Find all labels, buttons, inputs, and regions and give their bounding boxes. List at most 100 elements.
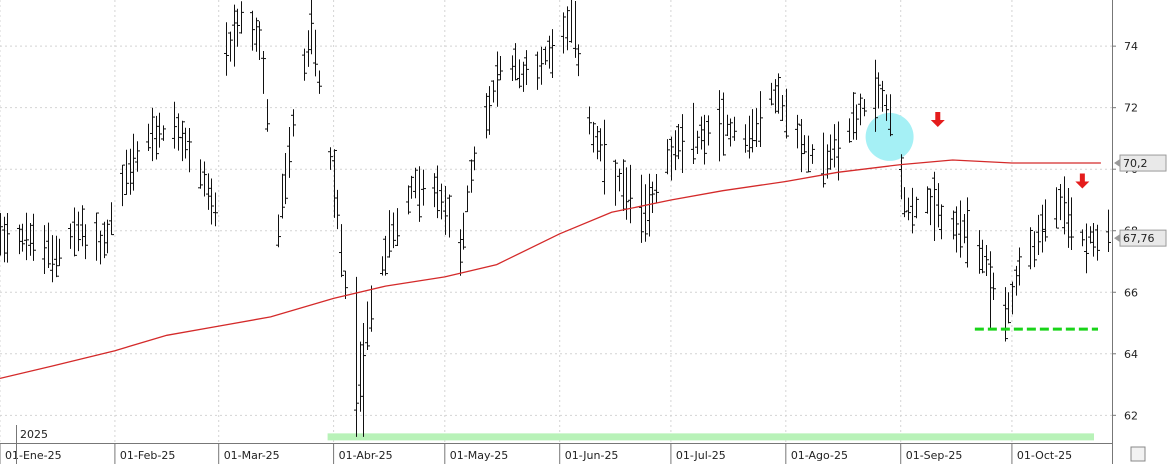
price-bar bbox=[965, 197, 970, 268]
price-bar bbox=[421, 169, 426, 206]
corner-icon bbox=[1130, 446, 1146, 462]
price-bar bbox=[409, 175, 414, 199]
price-bar bbox=[50, 235, 55, 283]
x-tick-label: 01-Jul-25 bbox=[676, 449, 726, 462]
price-bar bbox=[213, 192, 218, 227]
price-bar bbox=[332, 149, 337, 218]
price-bar bbox=[17, 224, 22, 255]
price-bar bbox=[639, 174, 644, 243]
price-bar bbox=[680, 114, 685, 174]
price-bar bbox=[498, 56, 503, 81]
price-bar bbox=[146, 123, 151, 151]
price-bar bbox=[1003, 287, 1008, 342]
price-bar bbox=[521, 61, 526, 92]
price-bar bbox=[828, 134, 833, 170]
price-bar bbox=[754, 108, 759, 148]
price-bar bbox=[80, 205, 85, 247]
price-bar bbox=[239, 1, 244, 34]
price-bar bbox=[524, 50, 529, 85]
price-bar bbox=[728, 118, 733, 147]
price-bar bbox=[806, 135, 811, 173]
price-bar bbox=[988, 251, 993, 298]
price-bar bbox=[487, 86, 492, 135]
price-bar bbox=[265, 99, 270, 132]
price-bar bbox=[120, 164, 125, 207]
price-bar bbox=[313, 29, 318, 77]
price-bar bbox=[725, 114, 730, 136]
price-bar bbox=[254, 17, 259, 52]
price-bar bbox=[773, 79, 778, 114]
price-bar bbox=[617, 168, 622, 192]
last-price-label: 67,76 bbox=[1123, 232, 1155, 245]
price-bar bbox=[858, 93, 863, 126]
price-bar bbox=[435, 165, 440, 219]
price-bar bbox=[261, 50, 266, 94]
price-bar bbox=[932, 171, 937, 242]
price-bar bbox=[621, 159, 626, 211]
down-arrow-icon bbox=[930, 111, 945, 127]
price-bar bbox=[569, 0, 572, 43]
price-bar bbox=[46, 222, 51, 269]
price-bar bbox=[2, 216, 7, 263]
price-bar bbox=[1088, 226, 1093, 244]
price-bar bbox=[706, 115, 711, 146]
price-bar bbox=[802, 135, 807, 155]
price-bar bbox=[884, 94, 889, 121]
price-bar bbox=[962, 213, 967, 244]
x-tick-label: 01-May-25 bbox=[450, 449, 508, 462]
price-bar bbox=[573, 0, 578, 58]
price-bar bbox=[68, 223, 73, 249]
last-price-label-pointer bbox=[1114, 234, 1120, 243]
price-bar bbox=[810, 144, 815, 164]
price-bar bbox=[383, 235, 388, 276]
y-tick-label: 72 bbox=[1124, 102, 1138, 115]
price-bar bbox=[302, 48, 307, 81]
x-tick-label: 01-Mar-25 bbox=[224, 449, 280, 462]
price-bar bbox=[780, 95, 785, 122]
price-bar bbox=[291, 109, 296, 137]
price-bar bbox=[358, 341, 363, 412]
down-arrow-icon bbox=[1075, 173, 1090, 189]
price-bar bbox=[128, 148, 133, 195]
price-bar bbox=[747, 115, 752, 159]
y-tick-label: 62 bbox=[1124, 409, 1138, 422]
price-bar bbox=[387, 210, 392, 258]
price-bar bbox=[576, 44, 581, 77]
price-bar bbox=[109, 202, 114, 236]
price-bar bbox=[624, 167, 629, 220]
price-bar bbox=[991, 272, 996, 300]
price-bar bbox=[461, 212, 466, 250]
price-bar bbox=[228, 31, 233, 62]
price-bar bbox=[676, 124, 681, 160]
price-bar bbox=[665, 139, 670, 175]
price-bar bbox=[510, 55, 515, 81]
price-bar bbox=[1028, 227, 1033, 270]
price-bar bbox=[936, 183, 941, 228]
price-bar bbox=[443, 185, 448, 235]
price-bar bbox=[977, 230, 982, 274]
price-bar bbox=[1084, 223, 1089, 274]
price-bar bbox=[795, 114, 800, 149]
moving-average-line bbox=[0, 159, 1101, 380]
y-tick-label: 64 bbox=[1124, 348, 1138, 361]
price-bar bbox=[5, 212, 10, 263]
price-bar bbox=[1006, 292, 1011, 324]
price-bar bbox=[98, 230, 103, 265]
price-bar bbox=[776, 73, 781, 114]
price-bar bbox=[799, 119, 804, 173]
x-tick-label: 01-Ago-25 bbox=[791, 449, 848, 462]
price-bar bbox=[1040, 204, 1045, 253]
price-bar bbox=[769, 82, 774, 106]
price-bar bbox=[395, 208, 400, 247]
price-bar bbox=[836, 121, 841, 181]
price-bar bbox=[76, 211, 81, 252]
price-bar bbox=[198, 159, 203, 189]
y-tick-label: 74 bbox=[1124, 40, 1138, 53]
price-bar bbox=[906, 197, 911, 221]
price-bar bbox=[1091, 223, 1096, 257]
price-bar bbox=[447, 194, 452, 238]
price-bar bbox=[335, 189, 340, 230]
price-bar bbox=[206, 173, 211, 210]
price-bar bbox=[928, 188, 933, 226]
x-tick-label: 01-Ene-25 bbox=[5, 449, 62, 462]
